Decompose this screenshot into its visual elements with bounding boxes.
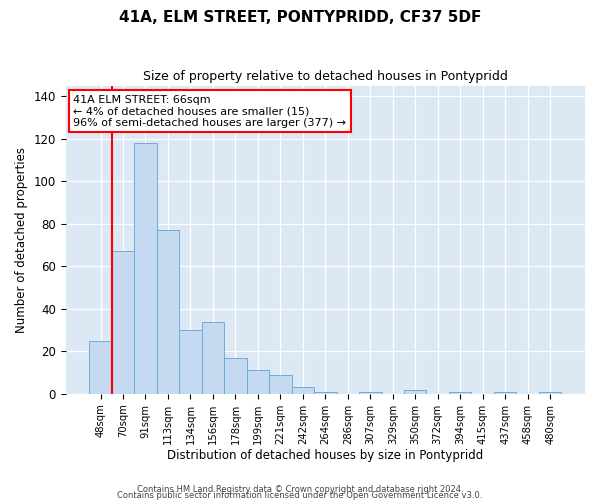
Bar bbox=[134, 143, 157, 394]
Bar bbox=[314, 392, 337, 394]
X-axis label: Distribution of detached houses by size in Pontypridd: Distribution of detached houses by size … bbox=[167, 450, 484, 462]
Bar bbox=[494, 392, 517, 394]
Title: Size of property relative to detached houses in Pontypridd: Size of property relative to detached ho… bbox=[143, 70, 508, 83]
Y-axis label: Number of detached properties: Number of detached properties bbox=[15, 146, 28, 332]
Bar bbox=[179, 330, 202, 394]
Bar bbox=[404, 390, 427, 394]
Bar bbox=[157, 230, 179, 394]
Text: Contains public sector information licensed under the Open Government Licence v3: Contains public sector information licen… bbox=[118, 490, 482, 500]
Text: 41A ELM STREET: 66sqm
← 4% of detached houses are smaller (15)
96% of semi-detac: 41A ELM STREET: 66sqm ← 4% of detached h… bbox=[73, 95, 346, 128]
Bar bbox=[449, 392, 472, 394]
Bar bbox=[224, 358, 247, 394]
Bar bbox=[202, 322, 224, 394]
Bar bbox=[112, 252, 134, 394]
Bar bbox=[247, 370, 269, 394]
Text: 41A, ELM STREET, PONTYPRIDD, CF37 5DF: 41A, ELM STREET, PONTYPRIDD, CF37 5DF bbox=[119, 10, 481, 25]
Bar bbox=[292, 388, 314, 394]
Bar bbox=[359, 392, 382, 394]
Text: Contains HM Land Registry data © Crown copyright and database right 2024.: Contains HM Land Registry data © Crown c… bbox=[137, 484, 463, 494]
Bar bbox=[269, 374, 292, 394]
Bar bbox=[539, 392, 562, 394]
Bar bbox=[89, 340, 112, 394]
